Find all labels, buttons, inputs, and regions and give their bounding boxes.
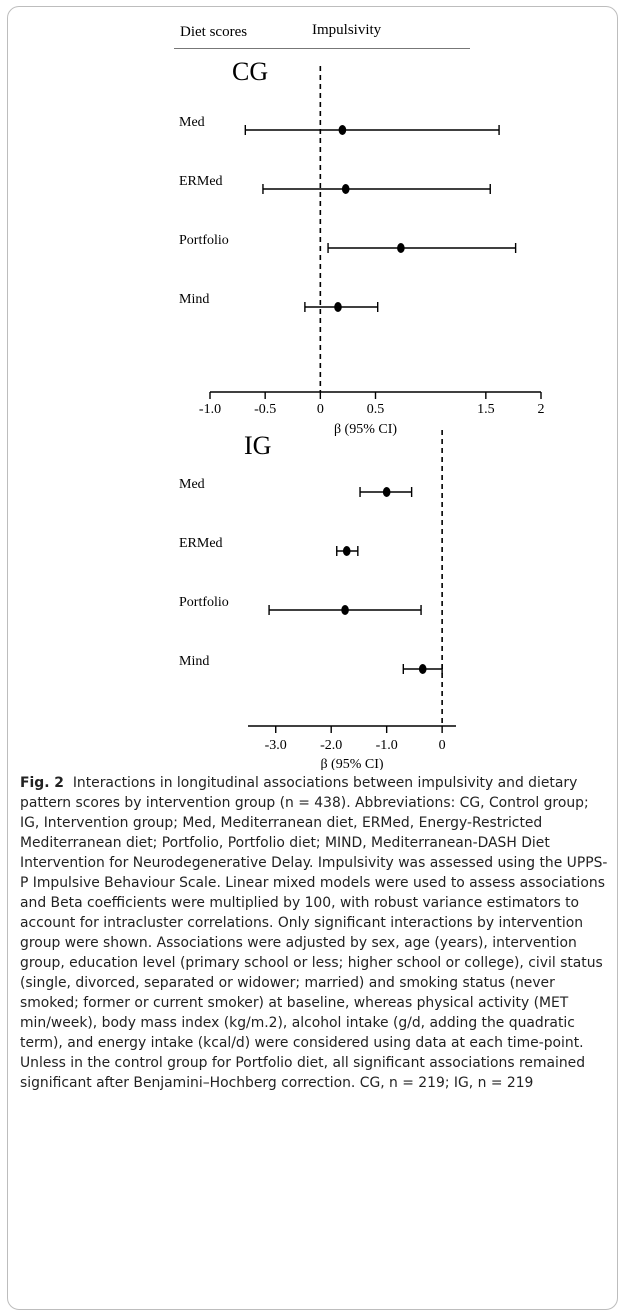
panel-1-row-label: Med — [179, 115, 205, 130]
panel-2-row-label: Med — [179, 477, 205, 492]
forest-plot: CG -1.0 -0.5 0 0.5 1.5 2 β (95% CI) Med ERMed Port… — [179, 57, 545, 770]
panel-1-tick-label: 2 — [538, 402, 545, 417]
panel-1-tick-label: 0 — [317, 402, 324, 417]
panel-1-row-label: Mind — [179, 292, 209, 307]
panel-2-tick-label: -1.0 — [376, 738, 398, 753]
panel-1-row-label: ERMed — [179, 174, 223, 189]
panel-1-point-estimate — [334, 302, 342, 312]
panel-2-point-estimate — [418, 664, 427, 674]
panel-2-tick-label: -3.0 — [265, 738, 287, 753]
header-diet-scores: Diet scores — [180, 24, 248, 40]
panel-1-point-estimate — [338, 125, 347, 135]
header-impulsivity: Impulsivity — [312, 22, 382, 38]
panel-2-tick-label: 0 — [439, 738, 446, 753]
header-rule — [174, 48, 470, 49]
panel-1-tick-label: -1.0 — [199, 402, 221, 417]
panel-2-x-axis-label: β (95% CI) — [320, 757, 383, 770]
panel-1-tick-label: 0.5 — [367, 402, 385, 417]
panel-2-point-estimate — [382, 487, 391, 497]
caption-figure-label: Fig. 2 — [20, 775, 64, 791]
panel-1-x-axis-label: β (95% CI) — [334, 422, 397, 437]
panel-2-row-label: Portfolio — [179, 595, 229, 610]
panel-1-point-estimate — [397, 243, 405, 253]
panel-2-tick-label: -2.0 — [320, 738, 342, 753]
figure-caption: Fig. 2 Interactions in longitudinal asso… — [20, 773, 612, 1093]
figure-header: Diet scores Impulsivity — [0, 22, 625, 52]
panel-2-point-estimate — [341, 605, 349, 615]
figure-frame — [7, 6, 618, 1310]
panel-1-tick-label: -0.5 — [254, 402, 276, 417]
panel-1-tick-label: 1.5 — [477, 402, 495, 417]
panel-2-point-estimate — [342, 546, 351, 556]
panel-1-point-estimate — [341, 184, 350, 194]
panel-2-label: IG — [244, 431, 271, 460]
panel-2-row-label: Mind — [179, 654, 209, 669]
panel-1-label: CG — [232, 57, 268, 86]
panel-1-row-label: Portfolio — [179, 233, 229, 248]
panel-2-row-label: ERMed — [179, 536, 223, 551]
caption-text: Interactions in longitudinal association… — [20, 775, 608, 1091]
